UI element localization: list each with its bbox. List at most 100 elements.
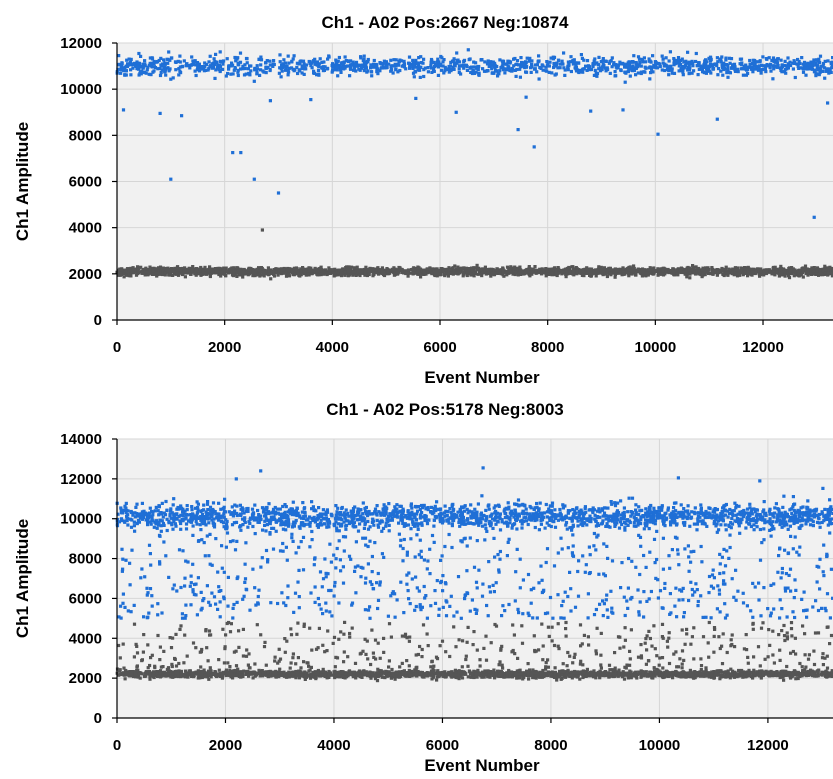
data-point: [516, 128, 520, 132]
data-point: [317, 72, 321, 76]
data-point: [241, 64, 245, 68]
data-point: [230, 266, 234, 270]
data-point: [501, 62, 505, 66]
data-point: [633, 272, 638, 276]
data-point: [739, 63, 744, 67]
data-point: [733, 65, 737, 69]
data-point: [699, 668, 703, 672]
data-point: [145, 68, 149, 72]
data-point: [524, 95, 528, 99]
data-point: [298, 69, 302, 73]
data-point: [334, 269, 338, 273]
data-point: [277, 71, 281, 75]
data-point: [792, 60, 796, 64]
data-point: [222, 59, 226, 63]
data-point: [437, 272, 442, 276]
data-point: [544, 69, 548, 73]
data-point: [117, 273, 121, 277]
data-point: [566, 68, 570, 72]
data-point: [164, 268, 168, 272]
data-point: [473, 271, 477, 275]
data-point: [136, 272, 140, 276]
data-point: [518, 75, 522, 79]
data-point: [140, 271, 144, 275]
data-point: [647, 66, 651, 70]
data-point: [471, 69, 475, 73]
data-point: [632, 54, 636, 58]
data-point: [452, 67, 456, 71]
data-point: [812, 215, 816, 219]
data-point: [724, 58, 728, 62]
data-point: [411, 272, 415, 276]
data-point: [726, 75, 730, 79]
data-point: [147, 72, 151, 76]
data-point: [213, 670, 218, 674]
data-point: [411, 58, 415, 62]
data-point: [705, 69, 709, 73]
data-point: [677, 59, 681, 63]
data-point: [531, 676, 535, 680]
data-point: [552, 61, 556, 66]
data-point: [222, 269, 226, 273]
data-point: [369, 676, 373, 680]
data-point: [432, 69, 436, 73]
data-point: [227, 67, 231, 71]
data-point: [230, 61, 234, 65]
data-point: [134, 675, 138, 679]
data-point: [286, 54, 290, 58]
data-point: [445, 268, 450, 272]
data-point: [715, 56, 719, 60]
data-point: [556, 58, 561, 62]
data-point: [360, 269, 364, 273]
data-point: [371, 267, 375, 271]
data-point: [818, 54, 823, 58]
data-point: [271, 64, 275, 68]
data-point: [134, 270, 138, 274]
data-point: [166, 61, 170, 65]
data-point: [313, 57, 317, 61]
data-point: [190, 269, 194, 273]
data-point: [234, 59, 238, 63]
data-point: [591, 63, 595, 68]
data-point: [810, 267, 814, 271]
data-point: [159, 71, 163, 75]
data-point: [333, 676, 337, 680]
data-point: [231, 63, 235, 67]
data-point: [335, 68, 339, 72]
data-point: [716, 67, 721, 71]
data-point: [830, 271, 833, 275]
data-point: [152, 59, 156, 64]
data-point: [814, 61, 818, 65]
data-point: [618, 270, 622, 274]
data-point: [552, 64, 556, 68]
data-point: [164, 73, 168, 77]
data-point: [830, 266, 833, 271]
data-point: [447, 266, 451, 270]
data-point: [820, 670, 824, 674]
data-point: [763, 268, 767, 272]
y-axis-title-top: Ch1 Amplitude: [13, 122, 32, 241]
data-point: [572, 58, 576, 62]
data-point: [715, 117, 719, 121]
data-point: [292, 266, 297, 270]
data-point: [232, 274, 236, 278]
data-point: [214, 68, 218, 72]
data-point: [206, 68, 210, 72]
data-point: [163, 273, 167, 277]
data-point: [249, 64, 253, 68]
data-point: [378, 69, 382, 73]
data-point: [697, 61, 701, 65]
data-point: [377, 269, 381, 273]
data-point: [496, 74, 500, 78]
data-point: [827, 271, 831, 275]
data-point: [387, 62, 391, 66]
x-tick-label: 2000: [208, 339, 241, 356]
data-point: [127, 57, 131, 61]
data-point: [812, 269, 817, 273]
data-point: [507, 270, 512, 274]
data-point: [753, 270, 757, 274]
data-point: [785, 64, 790, 69]
data-point: [630, 272, 634, 276]
data-point: [208, 54, 212, 58]
data-point: [212, 57, 216, 61]
